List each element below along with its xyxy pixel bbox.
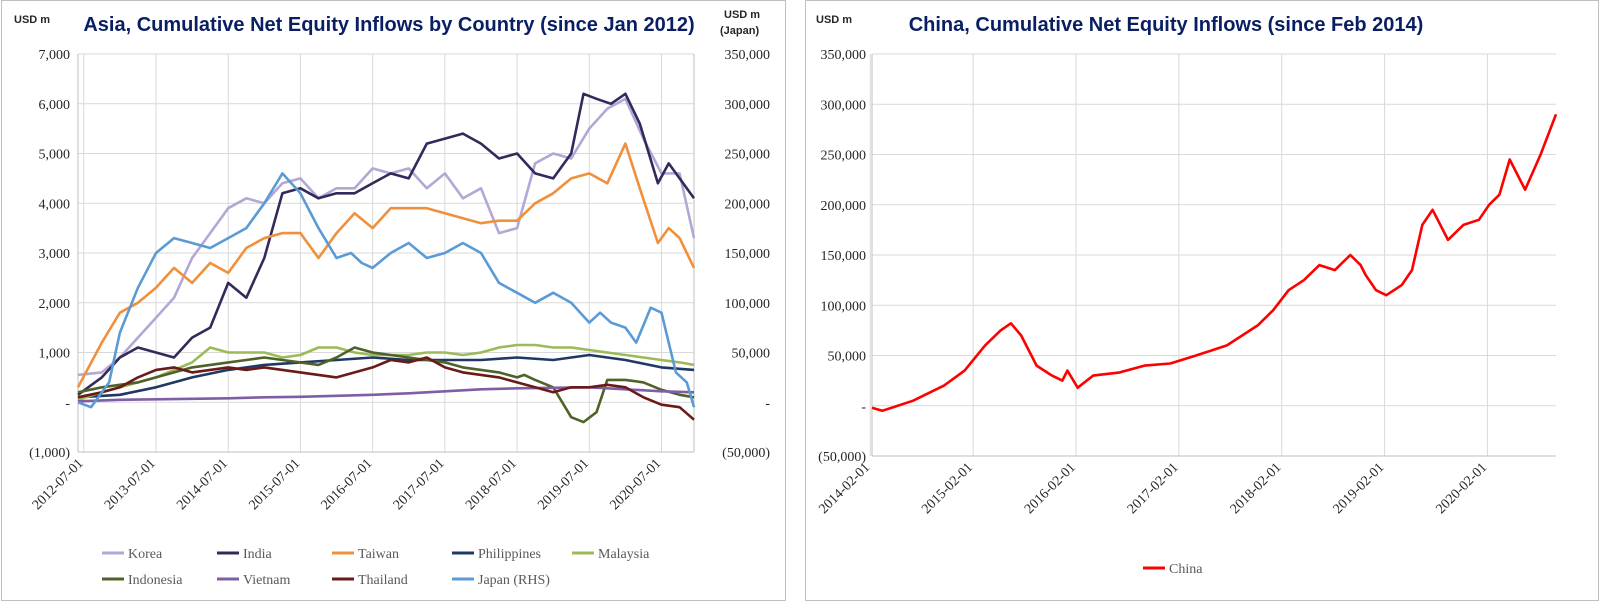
y-tick-right: (50,000) (722, 446, 770, 461)
y-tick: (50,000) (818, 450, 866, 465)
x-tick: 2013-07-01 (102, 456, 159, 513)
y-tick: 100,000 (821, 299, 867, 314)
y-tick-right: 100,000 (725, 297, 771, 312)
y-tick-left: 6,000 (39, 98, 71, 113)
y-tick-left: 7,000 (39, 48, 71, 63)
x-tick: 2019-07-01 (535, 456, 592, 513)
y-tick-left: 4,000 (39, 197, 71, 212)
y-tick: 200,000 (821, 199, 867, 214)
x-tick: 2018-07-01 (463, 456, 520, 513)
x-tick: 2019-02-01 (1331, 460, 1388, 517)
series-line-indonesia (77, 346, 695, 424)
series-line-korea (77, 97, 696, 377)
y-tick: - (861, 400, 866, 415)
y-tick-right: 50,000 (732, 347, 771, 362)
y-tick-left: 1,000 (39, 347, 71, 362)
x-tick: 2014-02-01 (816, 460, 873, 517)
legend-label: Malaysia (598, 547, 650, 562)
legend-label: Japan (RHS) (478, 573, 550, 588)
left-axis-unit: USD m (14, 14, 50, 26)
y-tick-right: 200,000 (725, 197, 771, 212)
y-tick-right: 300,000 (725, 98, 771, 113)
series-line-china (871, 113, 1558, 413)
y-tick: 50,000 (828, 350, 867, 365)
chart-title: China, Cumulative Net Equity Inflows (si… (909, 14, 1424, 36)
y-tick-right: 150,000 (725, 247, 771, 262)
right-axis-unit: USD m (724, 9, 760, 21)
y-tick-left: 2,000 (39, 297, 71, 312)
legend-label: Philippines (478, 547, 541, 562)
y-tick-right: - (765, 396, 770, 411)
y-tick: 150,000 (821, 249, 867, 264)
y-tick: 250,000 (821, 149, 867, 164)
series-line-thailand (77, 356, 695, 421)
legend-label: Thailand (358, 573, 408, 588)
legend-label: Taiwan (358, 547, 399, 562)
y-tick-right: 250,000 (725, 148, 771, 163)
x-tick: 2018-02-01 (1228, 460, 1285, 517)
series-line-india (77, 92, 696, 396)
series-line-japan-rhs (77, 172, 696, 409)
series-line-taiwan (76, 142, 696, 388)
legend-label: China (1169, 562, 1203, 577)
y-tick-left: - (65, 396, 70, 411)
x-tick: 2015-02-01 (919, 460, 976, 517)
asia-inflows-chart: Asia, Cumulative Net Equity Inflows by C… (14, 9, 771, 588)
axis-unit: USD m (816, 14, 852, 26)
right-axis-subtitle: (Japan) (720, 25, 759, 37)
x-tick: 2016-02-01 (1022, 460, 1079, 517)
legend-label: Korea (128, 547, 163, 562)
x-tick: 2020-07-01 (608, 456, 665, 513)
legend-label: India (243, 547, 273, 562)
legend-label: Indonesia (128, 573, 183, 588)
y-tick: 300,000 (821, 98, 867, 113)
legend-label: Vietnam (243, 573, 290, 588)
x-tick: 2017-07-01 (391, 456, 448, 513)
x-tick: 2014-07-01 (174, 456, 231, 513)
y-tick-right: 350,000 (725, 48, 771, 63)
y-tick: 350,000 (821, 48, 867, 63)
y-tick-left: 5,000 (39, 148, 71, 163)
china-inflows-chart: China, Cumulative Net Equity Inflows (si… (816, 14, 1558, 577)
x-tick: 2012-07-01 (30, 456, 87, 513)
right-chart-panel: China, Cumulative Net Equity Inflows (si… (805, 0, 1599, 601)
left-chart-panel: Asia, Cumulative Net Equity Inflows by C… (1, 0, 786, 601)
y-tick-left: (1,000) (29, 446, 70, 461)
x-tick: 2016-07-01 (319, 456, 376, 513)
chart-title: Asia, Cumulative Net Equity Inflows by C… (83, 14, 694, 36)
x-tick: 2015-07-01 (246, 456, 303, 513)
x-tick: 2017-02-01 (1125, 460, 1182, 517)
x-tick: 2020-02-01 (1433, 460, 1490, 517)
y-tick-left: 3,000 (39, 247, 71, 262)
